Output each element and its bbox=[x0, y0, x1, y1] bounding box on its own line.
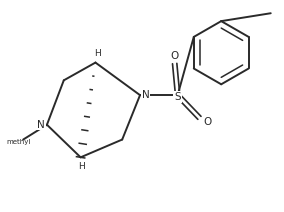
Text: N: N bbox=[142, 90, 150, 100]
Text: O: O bbox=[171, 51, 179, 61]
Text: H: H bbox=[94, 49, 101, 58]
Text: N: N bbox=[37, 120, 45, 130]
Text: methyl: methyl bbox=[6, 138, 30, 145]
Text: S: S bbox=[174, 92, 181, 102]
Text: O: O bbox=[203, 117, 212, 127]
Text: H: H bbox=[78, 162, 85, 171]
